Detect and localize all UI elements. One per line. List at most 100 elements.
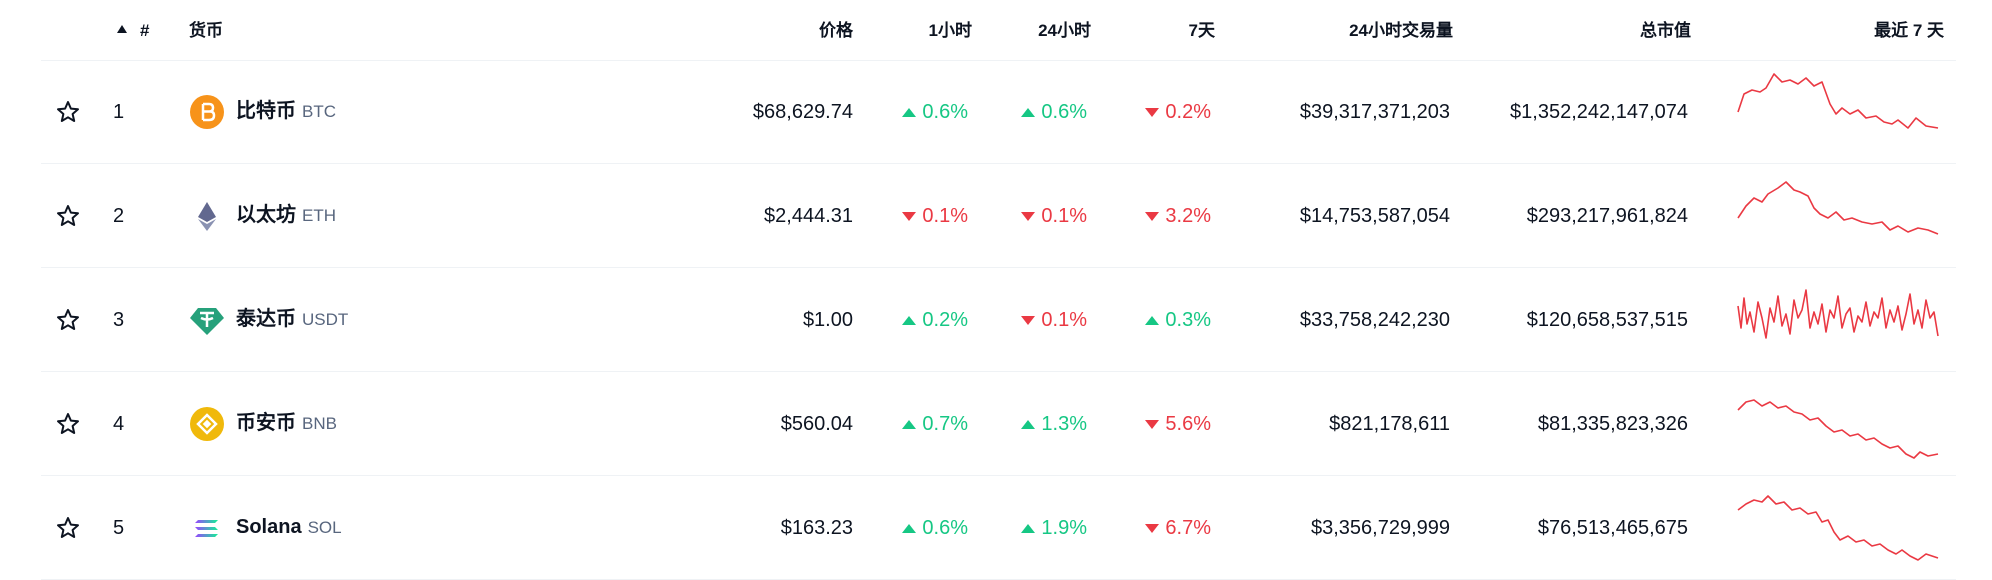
change: 0.6% <box>902 518 968 538</box>
price: $2,444.31 <box>764 205 853 227</box>
star-button <box>57 413 79 434</box>
coin-symbol[interactable]: SOL <box>307 518 342 537</box>
row-rule <box>41 163 1956 164</box>
sparkline <box>1737 495 1939 561</box>
price: $68,629.74 <box>752 101 853 123</box>
rank: 3 <box>113 309 125 331</box>
coin-symbol[interactable]: BNB <box>302 414 337 433</box>
sparkline <box>1737 181 1939 235</box>
price: $163.23 <box>780 517 853 539</box>
arrow-up <box>1021 523 1036 533</box>
volume: $821,178,611 <box>1329 413 1450 435</box>
arrow-down <box>1145 211 1160 221</box>
header-rule <box>41 60 1956 61</box>
market-cap: $120,658,537,515 <box>1526 309 1688 331</box>
rank: 4 <box>113 413 125 435</box>
row-rule <box>41 475 1956 476</box>
header-last-7d: 最近 7 天 <box>1874 21 1944 40</box>
price: $560.04 <box>780 413 853 435</box>
coin-icon <box>198 202 216 231</box>
coin-icon <box>195 520 218 537</box>
change: 0.1% <box>1021 206 1087 226</box>
coin-name[interactable]: 币安币 BNB <box>236 413 337 433</box>
change-label: 1.9% <box>1041 517 1087 539</box>
star-button <box>57 101 79 122</box>
coin-name-text[interactable]: 币安币 <box>236 412 296 434</box>
coin-name[interactable]: 比特币 BTC <box>236 101 336 121</box>
arrow-up <box>902 419 917 429</box>
market-cap: $81,335,823,326 <box>1537 413 1688 435</box>
change-label: 3.2% <box>1165 205 1211 227</box>
change-label: 0.1% <box>1041 309 1087 331</box>
coin-icon <box>190 95 224 129</box>
change: 0.1% <box>902 206 968 226</box>
change: 1.3% <box>1021 414 1087 434</box>
header-market-cap[interactable]: 总市值 <box>1640 21 1691 40</box>
coin-name[interactable]: Solana SOL <box>236 517 342 537</box>
change: 0.7% <box>902 414 968 434</box>
arrow-down <box>1145 107 1160 117</box>
change-label: 0.1% <box>922 205 968 227</box>
change: 0.1% <box>1021 310 1087 330</box>
header-1h[interactable]: 1小时 <box>928 21 972 40</box>
coin-symbol[interactable]: BTC <box>302 102 336 121</box>
coin-symbol[interactable]: ETH <box>302 206 336 225</box>
arrow-up <box>902 315 917 325</box>
arrow-up <box>1145 315 1160 325</box>
sparkline <box>1737 289 1939 339</box>
coin-symbol[interactable]: USDT <box>302 310 349 329</box>
arrow-down <box>902 211 917 221</box>
price: $1.00 <box>802 309 853 331</box>
arrow-up <box>1021 419 1036 429</box>
header-volume[interactable]: 24小时交易量 <box>1349 21 1453 40</box>
star-button <box>57 517 79 538</box>
volume: $14,753,587,054 <box>1299 205 1450 227</box>
arrow-up <box>902 523 917 533</box>
coin-name[interactable]: 泰达币 USDT <box>236 309 348 329</box>
change-label: 0.6% <box>922 101 968 123</box>
rank: 5 <box>113 517 125 539</box>
change-label: 5.6% <box>1165 413 1211 435</box>
change: 5.6% <box>1145 414 1211 434</box>
row-rule <box>41 267 1956 268</box>
coin-name[interactable]: 以太坊 ETH <box>236 205 336 225</box>
header-rank[interactable]: # <box>140 21 150 40</box>
change: 3.2% <box>1145 206 1211 226</box>
header-coin[interactable]: 货币 <box>189 21 223 40</box>
change: 6.7% <box>1145 518 1211 538</box>
arrow-up <box>1021 107 1036 117</box>
market-cap: $76,513,465,675 <box>1537 517 1688 539</box>
row-rule <box>41 371 1956 372</box>
change: 0.3% <box>1145 310 1211 330</box>
arrow-down <box>1021 315 1036 325</box>
coin-name-text[interactable]: Solana <box>236 516 302 538</box>
volume: $39,317,371,203 <box>1299 101 1450 123</box>
coin-name-text[interactable]: 以太坊 <box>236 204 296 226</box>
change-label: 0.1% <box>1041 205 1087 227</box>
coin-icon <box>190 407 224 441</box>
sort-arrow <box>117 25 127 33</box>
arrow-down <box>1145 419 1160 429</box>
change: 0.2% <box>902 310 968 330</box>
coin-name-text[interactable]: 比特币 <box>236 100 296 122</box>
sparkline <box>1737 73 1939 129</box>
change-label: 6.7% <box>1165 517 1211 539</box>
change: 0.2% <box>1145 102 1211 122</box>
change-label: 0.2% <box>1165 101 1211 123</box>
rank: 1 <box>113 101 125 123</box>
sparkline <box>1737 399 1939 459</box>
change-label: 1.3% <box>1041 413 1087 435</box>
arrow-down <box>1021 211 1036 221</box>
change-label: 0.7% <box>922 413 968 435</box>
header-24h[interactable]: 24小时 <box>1038 21 1091 40</box>
change: 0.6% <box>902 102 968 122</box>
header-7d[interactable]: 7天 <box>1188 21 1215 40</box>
change-label: 0.6% <box>1041 101 1087 123</box>
header-price[interactable]: 价格 <box>819 21 853 40</box>
arrow-down <box>1145 523 1160 533</box>
star-button <box>57 309 79 330</box>
market-cap: $293,217,961,824 <box>1526 205 1688 227</box>
change: 1.9% <box>1021 518 1087 538</box>
coin-name-text[interactable]: 泰达币 <box>236 308 296 330</box>
